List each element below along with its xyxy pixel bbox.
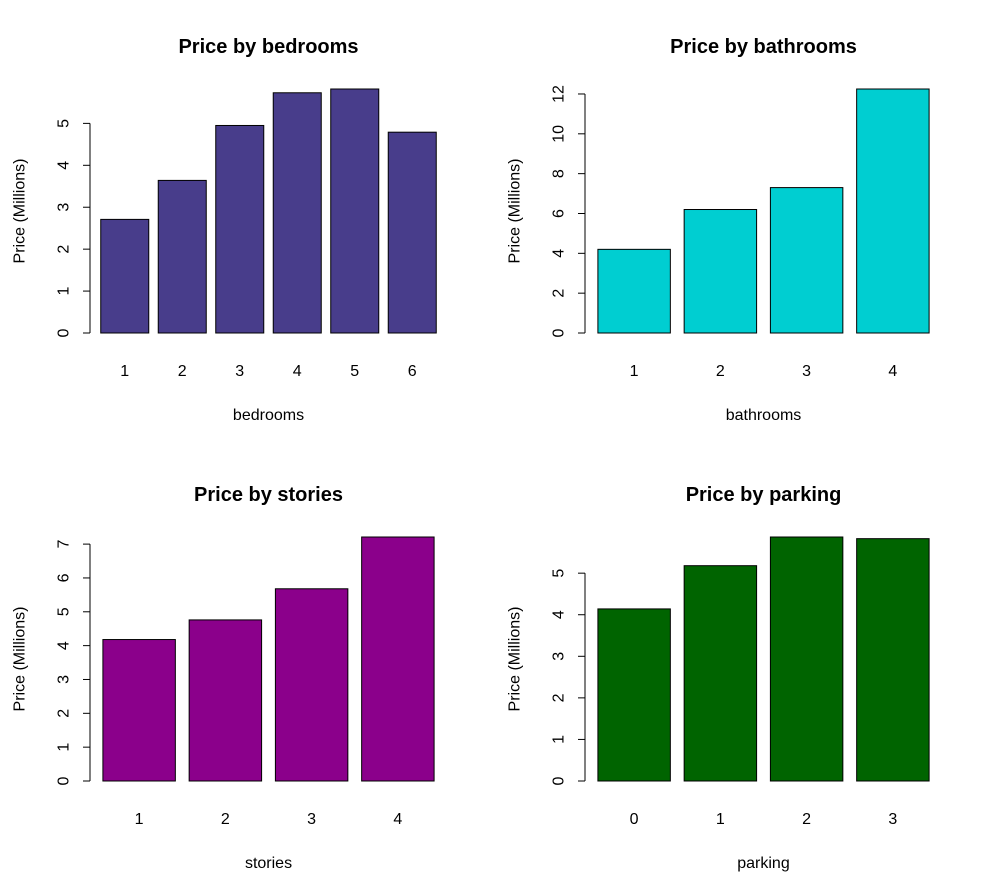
y-tick-label: 2 <box>56 245 73 254</box>
bar-2 <box>157 179 207 334</box>
y-tick-label: 3 <box>551 652 568 661</box>
bar-3 <box>856 538 930 782</box>
y-tick-label: 5 <box>551 569 568 578</box>
x-tick-label: 1 <box>135 811 144 828</box>
x-tick-label: 4 <box>393 811 402 828</box>
bar-5 <box>330 88 380 334</box>
bar-0 <box>597 608 671 782</box>
y-tick-label: 6 <box>551 209 568 218</box>
y-tick-label: 5 <box>56 607 73 616</box>
y-axis-title: Price (Millions) <box>507 607 524 712</box>
x-tick-label: 3 <box>235 363 244 380</box>
y-tick-label: 6 <box>56 573 73 582</box>
chart-title: Price by bedrooms <box>178 36 358 58</box>
x-tick-label: 6 <box>408 363 417 380</box>
x-axis-title: bedrooms <box>233 407 304 424</box>
y-tick-label: 0 <box>56 328 73 337</box>
y-tick-label: 3 <box>56 203 73 212</box>
y-axis-title: Price (Millions) <box>12 607 29 712</box>
chart-title: Price by parking <box>686 484 842 506</box>
y-tick-label: 7 <box>56 540 73 549</box>
y-tick-label: 2 <box>551 693 568 702</box>
y-axis-title: Price (Millions) <box>12 159 29 264</box>
chart-title: Price by bathrooms <box>670 36 857 58</box>
chart-panel-1: Price by bedrooms 1 2 3 4 5 6 0 1 2 3 4 5 bedrooms Pri… <box>12 36 437 424</box>
chart-panel-3: Price by stories 1 2 3 4 0 1 2 3 4 5 6 7 stories Price… <box>12 484 435 872</box>
bar-3 <box>769 187 844 334</box>
y-tick-label: 2 <box>56 709 73 718</box>
x-tick-label: 1 <box>630 363 639 380</box>
bar-4 <box>856 88 930 334</box>
bar-4 <box>361 536 435 782</box>
x-tick-label: 3 <box>307 811 316 828</box>
x-axis-title: parking <box>737 855 789 872</box>
x-tick-label: 2 <box>802 811 811 828</box>
y-tick-label: 8 <box>551 169 568 178</box>
bar-2 <box>188 619 263 782</box>
bar-2 <box>683 209 758 334</box>
y-tick-label: 4 <box>551 610 568 619</box>
y-tick-label: 1 <box>551 735 568 744</box>
y-tick-label: 5 <box>56 119 73 128</box>
x-tick-label: 2 <box>178 363 187 380</box>
x-tick-label: 3 <box>888 811 897 828</box>
x-tick-label: 5 <box>350 363 359 380</box>
x-tick-label: 2 <box>221 811 230 828</box>
y-tick-label: 10 <box>551 125 568 143</box>
bar-1 <box>100 218 150 334</box>
bar-1 <box>597 248 671 334</box>
x-tick-label: 0 <box>630 811 639 828</box>
x-tick-label: 4 <box>888 363 897 380</box>
y-tick-label: 2 <box>551 289 568 298</box>
chart-panel-4: Price by parking 0 1 2 3 0 1 2 3 4 5 parking Price (… <box>507 484 930 872</box>
bar-3 <box>274 588 349 782</box>
y-tick-label: 0 <box>551 776 568 785</box>
x-tick-label: 2 <box>716 363 725 380</box>
bar-2 <box>769 536 844 782</box>
y-tick-label: 4 <box>56 161 73 170</box>
y-tick-label: 0 <box>551 328 568 337</box>
bar-6 <box>387 131 437 334</box>
x-axis-title: stories <box>245 855 292 872</box>
y-tick-label: 1 <box>56 287 73 296</box>
bar-1 <box>102 639 176 782</box>
y-tick-label: 1 <box>56 743 73 752</box>
bar-3 <box>215 124 265 334</box>
bar-1 <box>683 565 758 782</box>
bar-4 <box>272 92 322 334</box>
y-tick-label: 0 <box>56 776 73 785</box>
x-tick-label: 4 <box>293 363 302 380</box>
y-axis-title: Price (Millions) <box>507 159 524 264</box>
x-axis-title: bathrooms <box>726 407 802 424</box>
x-tick-label: 3 <box>802 363 811 380</box>
y-tick-label: 4 <box>551 249 568 258</box>
chart-title: Price by stories <box>194 484 343 506</box>
x-tick-label: 1 <box>716 811 725 828</box>
y-tick-label: 4 <box>56 641 73 650</box>
x-tick-label: 1 <box>120 363 129 380</box>
y-tick-label: 3 <box>56 675 73 684</box>
y-tick-label: 12 <box>551 85 568 103</box>
